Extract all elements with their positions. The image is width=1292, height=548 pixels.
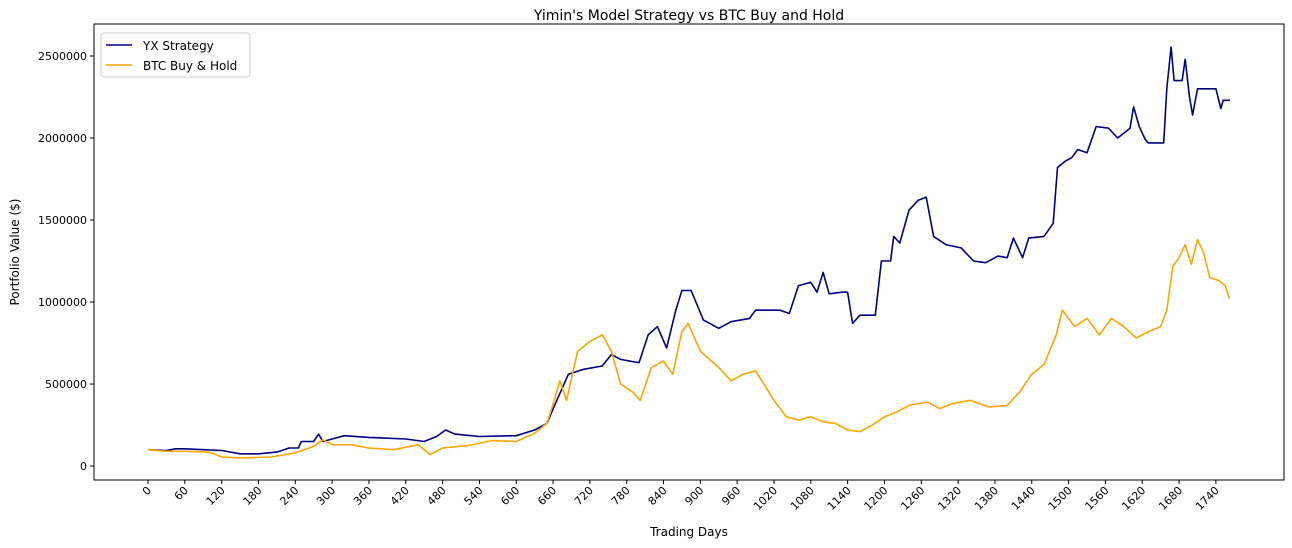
x-tick-label: 180 xyxy=(241,484,265,508)
x-tick-label: 1020 xyxy=(751,484,780,513)
y-tick-label: 2000000 xyxy=(38,132,87,145)
y-tick-label: 1500000 xyxy=(38,214,87,227)
y-axis: 0 500000 1000000 1500000 2000000 2500000 xyxy=(38,50,94,473)
x-tick-label: 780 xyxy=(609,484,633,508)
series-line-1 xyxy=(147,238,1231,459)
y-tick-label: 2500000 xyxy=(38,50,87,63)
x-tick-label: 660 xyxy=(535,484,559,508)
x-tick-label: 300 xyxy=(314,484,338,508)
y-tick-label: 500000 xyxy=(45,378,87,391)
y-tick-label: 0 xyxy=(80,460,87,473)
x-tick-label: 240 xyxy=(277,484,301,508)
legend-label-yx: YX Strategy xyxy=(142,39,214,53)
chart-title: Yimin's Model Strategy vs BTC Buy and Ho… xyxy=(533,8,844,24)
x-tick-label: 1380 xyxy=(972,484,1001,513)
x-tick-label: 360 xyxy=(351,484,375,508)
x-tick-label: 1680 xyxy=(1156,484,1185,513)
x-tick-label: 720 xyxy=(572,484,596,508)
x-axis-label: Trading Days xyxy=(649,525,728,539)
axes-frame xyxy=(93,23,1285,481)
x-axis: 0 60 120 180 240 300 360 420 480 540 600 660 720 780 8… xyxy=(140,480,1222,513)
legend-label-btc: BTC Buy & Hold xyxy=(143,59,237,73)
x-tick-label: 1500 xyxy=(1046,484,1075,513)
x-tick-label: 1320 xyxy=(935,484,964,513)
series-line-0 xyxy=(147,46,1230,455)
x-tick-label: 1200 xyxy=(862,484,891,513)
x-tick-label: 1560 xyxy=(1083,484,1112,513)
plot-lines xyxy=(147,46,1231,459)
x-tick-label: 1620 xyxy=(1119,484,1148,513)
x-tick-label: 840 xyxy=(646,484,670,508)
x-tick-label: 960 xyxy=(719,484,743,508)
x-tick-label: 120 xyxy=(204,484,228,508)
x-tick-label: 1140 xyxy=(825,484,854,513)
x-tick-label: 600 xyxy=(498,484,522,508)
x-tick-label: 540 xyxy=(461,484,485,508)
x-tick-label: 900 xyxy=(682,484,706,508)
x-tick-label: 480 xyxy=(425,484,449,508)
y-axis-label: Portfolio Value ($) xyxy=(8,199,22,306)
x-tick-label: 1740 xyxy=(1193,484,1222,513)
x-tick-label: 1260 xyxy=(898,484,927,513)
legend-box xyxy=(100,32,251,78)
x-tick-label: 1080 xyxy=(788,484,817,513)
legend: YX Strategy BTC Buy & Hold xyxy=(100,32,251,78)
x-tick-label: 1440 xyxy=(1009,484,1038,513)
x-tick-label: 60 xyxy=(172,484,191,503)
x-tick-label: 0 xyxy=(140,484,154,498)
x-tick-label: 420 xyxy=(388,484,412,508)
y-tick-label: 1000000 xyxy=(38,296,87,309)
